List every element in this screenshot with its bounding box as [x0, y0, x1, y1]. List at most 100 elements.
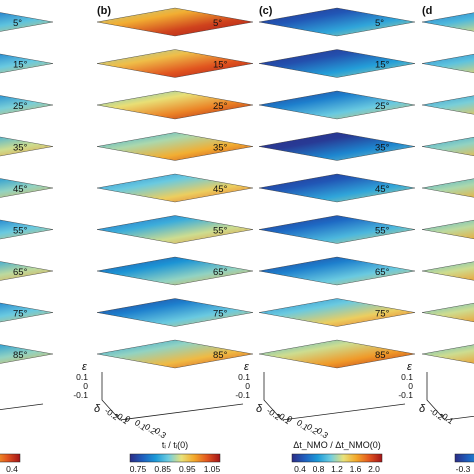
- angle-label: 55°: [13, 226, 28, 237]
- eps-tick-label: 0: [408, 381, 413, 391]
- axes-frame: [426, 372, 474, 421]
- panel-c: 5°15°25°35°45°55°65°75°85°(c)0.10-0.1ε-0…: [235, 5, 416, 474]
- delta-axis-label: δ: [94, 403, 101, 415]
- surface-d-1: [421, 12, 474, 32]
- angle-label: 65°: [375, 267, 390, 278]
- panel-letter: (b): [97, 5, 111, 17]
- surface-a-4: [0, 136, 54, 157]
- delta-tick-label: 0: [123, 413, 133, 424]
- axes-frame: [263, 372, 406, 421]
- surface-a-7: [0, 261, 54, 281]
- surface-b-3: [96, 90, 254, 120]
- eps-tick-label: -0.1: [73, 390, 88, 400]
- eps-tick-label: -0.1: [398, 390, 413, 400]
- surface-c-5: [258, 173, 416, 203]
- angle-label: 5°: [213, 18, 222, 29]
- angle-label: 5°: [13, 18, 22, 29]
- angle-label: 25°: [13, 101, 28, 112]
- surface-a-5: [0, 178, 54, 198]
- angle-label: 25°: [375, 101, 390, 112]
- surface-d-3: [421, 95, 474, 115]
- surface-b-4: [96, 132, 254, 161]
- eps-axis-label: ε: [407, 361, 412, 373]
- surface-d-8: [421, 302, 474, 323]
- delta-axis-label: δ: [256, 403, 263, 415]
- surface-a-9: [0, 344, 54, 364]
- surface-c-2: [258, 49, 416, 78]
- colorbar-tick-label: 0.95: [179, 464, 196, 474]
- angle-label: 75°: [375, 309, 390, 320]
- surface-c-7: [258, 256, 416, 286]
- angle-label: 65°: [13, 267, 28, 278]
- eps-tick-label: 0.1: [76, 372, 88, 382]
- angle-label: 55°: [375, 226, 390, 237]
- axes-frame: [101, 372, 244, 421]
- eps-axis-label: ε: [82, 361, 87, 373]
- angle-label: 35°: [375, 143, 390, 154]
- surface-c-4: [258, 132, 416, 161]
- angle-label: 45°: [375, 184, 390, 195]
- colorbar-tick-label: -0.3: [456, 464, 471, 474]
- surface-d-9: [421, 344, 474, 364]
- surface-a-8: [0, 302, 54, 323]
- eps-tick-label: -0.1: [235, 390, 250, 400]
- delta-tick-label: 0: [285, 413, 295, 424]
- surface-b-8: [96, 298, 254, 327]
- surface-a-2: [0, 53, 54, 74]
- colorbar: [0, 453, 21, 463]
- panel-d: (d0.10-0.1ε-0.2-0.1δΔs-0.30: [398, 5, 474, 474]
- surface-d-4: [421, 136, 474, 157]
- eps-tick-label: 0.1: [238, 372, 250, 382]
- surface-c-3: [258, 90, 416, 120]
- colorbar-tick-label: 0.4: [294, 464, 306, 474]
- colorbar-tick-label: 2.0: [368, 464, 380, 474]
- angle-label: 45°: [213, 184, 228, 195]
- angle-label: 75°: [13, 309, 28, 320]
- surface-c-8: [258, 298, 416, 327]
- surface-c-6: [258, 215, 416, 244]
- angle-label: 15°: [375, 60, 390, 71]
- surface-b-2: [96, 49, 254, 78]
- panel-b: 5°15°25°35°45°55°65°75°85°(b)0.10-0.1ε-0…: [73, 5, 254, 474]
- colorbar-tick-label: 0.75: [130, 464, 147, 474]
- colorbar-tick-label: 0.8: [313, 464, 325, 474]
- surface-a-1: [0, 12, 54, 32]
- colorbar-tick-label: 1.05: [204, 464, 221, 474]
- surface-d-5: [421, 178, 474, 198]
- surface-d-6: [421, 219, 474, 240]
- surface-b-9: [96, 339, 254, 369]
- surface-a-3: [0, 95, 54, 115]
- colorbar: [291, 453, 383, 463]
- surface-b-1: [96, 7, 254, 37]
- panel-a: 5°15°25°35°45°55°65°75°85°0.3n-offset) /…: [0, 12, 54, 474]
- angle-label: 75°: [213, 309, 228, 320]
- eps-tick-label: 0: [245, 381, 250, 391]
- angle-label: 85°: [13, 350, 28, 361]
- axes-frame: [0, 403, 44, 410]
- angle-label: 35°: [213, 143, 228, 154]
- colorbar-title: Δt_NMO / Δt_NMO(0): [293, 440, 381, 450]
- colorbar-title: tᵢ / tᵢ(0): [162, 440, 188, 450]
- angle-label: 15°: [13, 60, 28, 71]
- surface-d-2: [421, 53, 474, 74]
- angle-label: 85°: [375, 350, 390, 361]
- surface-c-9: [258, 339, 416, 369]
- angle-label: 25°: [213, 101, 228, 112]
- colorbar-tick-label: 0.4: [6, 464, 18, 474]
- surface-b-7: [96, 256, 254, 286]
- colorbar-tick-label: 0.85: [154, 464, 171, 474]
- colorbar-tick-label: 1.2: [331, 464, 343, 474]
- eps-axis-label: ε: [244, 361, 249, 373]
- panel-letter: (c): [259, 5, 273, 17]
- surface-a-6: [0, 219, 54, 240]
- colorbar: [454, 453, 474, 463]
- angle-label: 85°: [213, 350, 228, 361]
- surface-d-7: [421, 261, 474, 281]
- angle-label: 55°: [213, 226, 228, 237]
- eps-tick-label: 0.1: [401, 372, 413, 382]
- panel-letter: (d: [422, 5, 432, 17]
- angle-label: 15°: [213, 60, 228, 71]
- angle-label: 65°: [213, 267, 228, 278]
- delta-axis-label: δ: [419, 403, 426, 415]
